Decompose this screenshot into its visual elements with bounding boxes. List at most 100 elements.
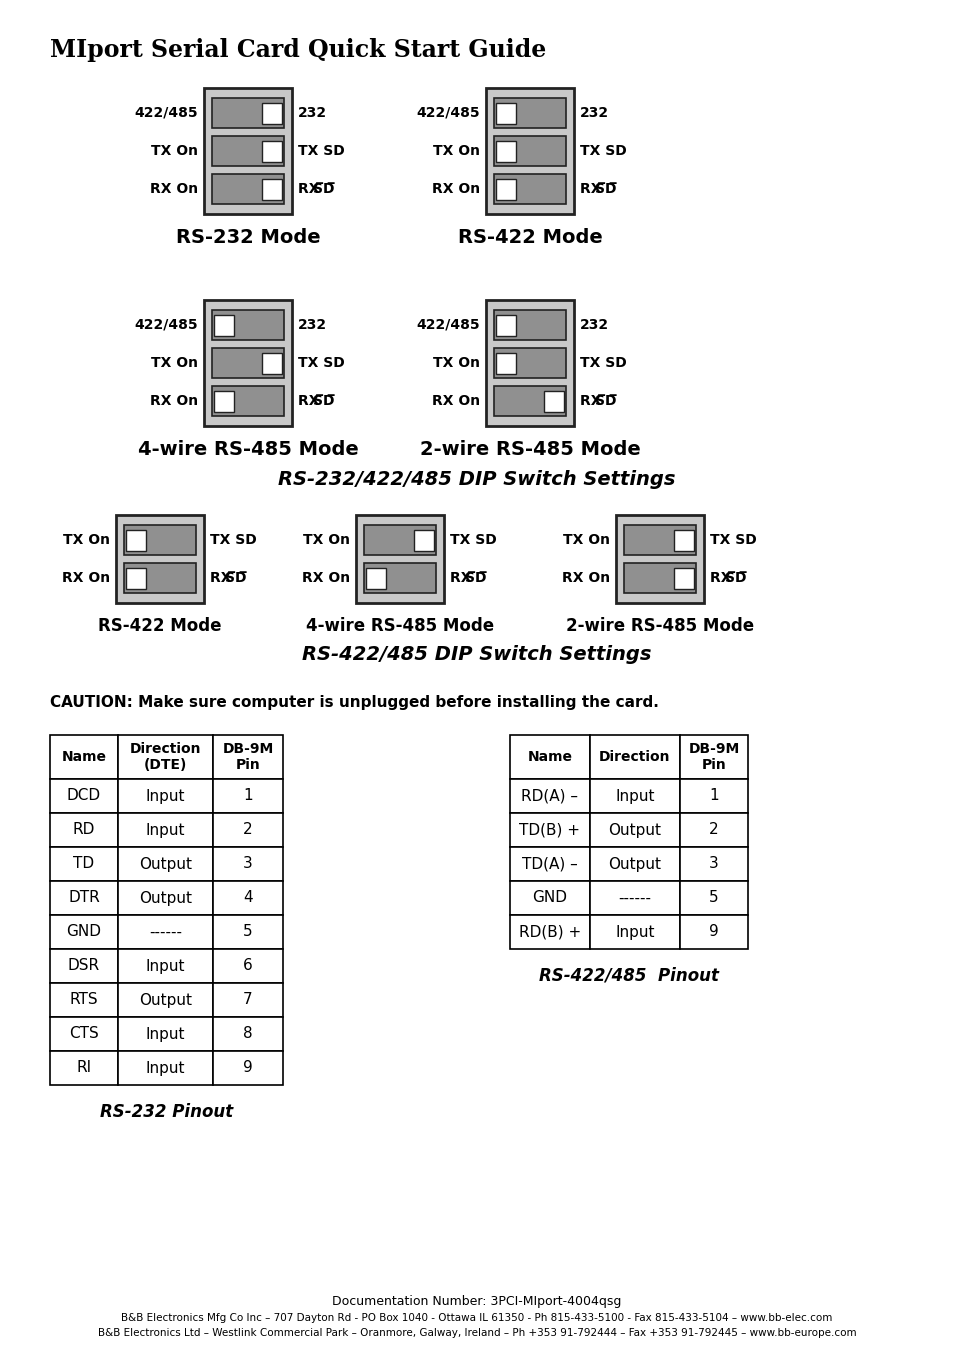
Text: TD: TD xyxy=(73,857,94,872)
Text: Name: Name xyxy=(527,750,572,764)
Text: Name: Name xyxy=(61,750,107,764)
Bar xyxy=(679,846,747,882)
Text: 5: 5 xyxy=(708,891,718,906)
Bar xyxy=(494,174,565,204)
Bar xyxy=(496,315,516,335)
Text: RX: RX xyxy=(579,393,606,408)
Text: RS-422 Mode: RS-422 Mode xyxy=(457,228,601,247)
Text: RX On: RX On xyxy=(62,571,110,585)
Text: TD(A) –: TD(A) – xyxy=(521,857,578,872)
Text: Input: Input xyxy=(146,959,185,973)
Text: 9: 9 xyxy=(243,1060,253,1075)
Bar xyxy=(50,735,118,779)
Text: Direction: Direction xyxy=(598,750,670,764)
Text: RS-422/485 DIP Switch Settings: RS-422/485 DIP Switch Settings xyxy=(302,645,651,664)
Text: DTR: DTR xyxy=(68,891,100,906)
Text: 8: 8 xyxy=(243,1026,253,1041)
Text: Output: Output xyxy=(139,891,192,906)
Text: 9: 9 xyxy=(708,925,719,940)
Bar xyxy=(623,562,696,594)
Bar xyxy=(118,882,213,915)
Bar xyxy=(118,949,213,983)
Text: RX On: RX On xyxy=(432,393,479,408)
Text: RD(B) +: RD(B) + xyxy=(518,925,580,940)
Bar xyxy=(212,97,284,128)
Text: 2-wire RS-485 Mode: 2-wire RS-485 Mode xyxy=(419,439,639,458)
Bar xyxy=(589,846,679,882)
Bar xyxy=(496,141,516,161)
Bar xyxy=(212,347,284,379)
Text: CAUTION: Make sure computer is unplugged before installing the card.: CAUTION: Make sure computer is unplugged… xyxy=(50,695,659,710)
Text: TX On: TX On xyxy=(303,533,350,548)
Text: 3: 3 xyxy=(243,857,253,872)
Bar xyxy=(494,387,565,416)
Bar xyxy=(118,813,213,846)
Bar xyxy=(213,1051,283,1086)
Bar xyxy=(364,525,436,556)
Text: ------: ------ xyxy=(149,925,182,940)
Bar xyxy=(589,915,679,949)
Bar xyxy=(623,525,696,556)
Bar xyxy=(262,353,282,373)
Text: RX: RX xyxy=(297,183,324,196)
Text: TX SD: TX SD xyxy=(579,356,626,370)
Bar xyxy=(213,915,283,949)
Text: TX SD: TX SD xyxy=(210,533,256,548)
Text: 4-wire RS-485 Mode: 4-wire RS-485 Mode xyxy=(137,439,358,458)
Text: RX On: RX On xyxy=(561,571,609,585)
Bar xyxy=(124,525,195,556)
Text: Input: Input xyxy=(146,788,185,803)
Bar xyxy=(616,515,703,603)
Bar xyxy=(50,779,118,813)
Bar xyxy=(212,174,284,204)
Text: Input: Input xyxy=(146,1026,185,1041)
Text: Output: Output xyxy=(139,857,192,872)
Text: TX SD: TX SD xyxy=(709,533,756,548)
Bar xyxy=(126,568,146,588)
Bar xyxy=(673,530,693,550)
Text: S̅D̅: S̅D̅ xyxy=(225,571,247,585)
Bar xyxy=(124,562,195,594)
Bar xyxy=(589,813,679,846)
Text: TX On: TX On xyxy=(63,533,110,548)
Bar xyxy=(50,949,118,983)
Bar xyxy=(589,882,679,915)
Bar xyxy=(364,562,436,594)
Text: RS-422/485  Pinout: RS-422/485 Pinout xyxy=(538,967,719,986)
Text: B&B Electronics Ltd – Westlink Commercial Park – Oranmore, Galway, Ireland – Ph : B&B Electronics Ltd – Westlink Commercia… xyxy=(97,1328,856,1338)
Text: Output: Output xyxy=(139,992,192,1007)
Text: DCD: DCD xyxy=(67,788,101,803)
Bar xyxy=(50,915,118,949)
Bar xyxy=(679,915,747,949)
Bar xyxy=(213,813,283,846)
Text: CTS: CTS xyxy=(69,1026,99,1041)
Bar xyxy=(679,735,747,779)
Text: TX On: TX On xyxy=(433,145,479,158)
Text: RX On: RX On xyxy=(432,183,479,196)
Text: Documentation Number: 3PCI-MIport-4004qsg: Documentation Number: 3PCI-MIport-4004qs… xyxy=(332,1295,621,1307)
Text: TD(B) +: TD(B) + xyxy=(519,822,579,837)
Text: RX On: RX On xyxy=(301,571,350,585)
Bar xyxy=(494,97,565,128)
Bar xyxy=(50,882,118,915)
Text: Input: Input xyxy=(615,925,654,940)
Bar xyxy=(496,178,516,200)
Bar xyxy=(510,735,589,779)
Text: TX On: TX On xyxy=(151,145,198,158)
Text: 2: 2 xyxy=(708,822,718,837)
Bar xyxy=(118,779,213,813)
Text: 232: 232 xyxy=(297,105,327,120)
Bar xyxy=(212,137,284,166)
Text: 422/485: 422/485 xyxy=(134,318,198,333)
Text: RX: RX xyxy=(297,393,324,408)
Text: DB-9M
Pin: DB-9M Pin xyxy=(222,742,274,772)
Bar xyxy=(494,310,565,339)
Bar xyxy=(262,141,282,161)
Text: RS-232 Mode: RS-232 Mode xyxy=(175,228,320,247)
Bar xyxy=(366,568,386,588)
Text: RX: RX xyxy=(709,571,736,585)
Bar xyxy=(212,387,284,416)
Text: GND: GND xyxy=(67,925,101,940)
Bar xyxy=(118,1051,213,1086)
Bar xyxy=(50,813,118,846)
